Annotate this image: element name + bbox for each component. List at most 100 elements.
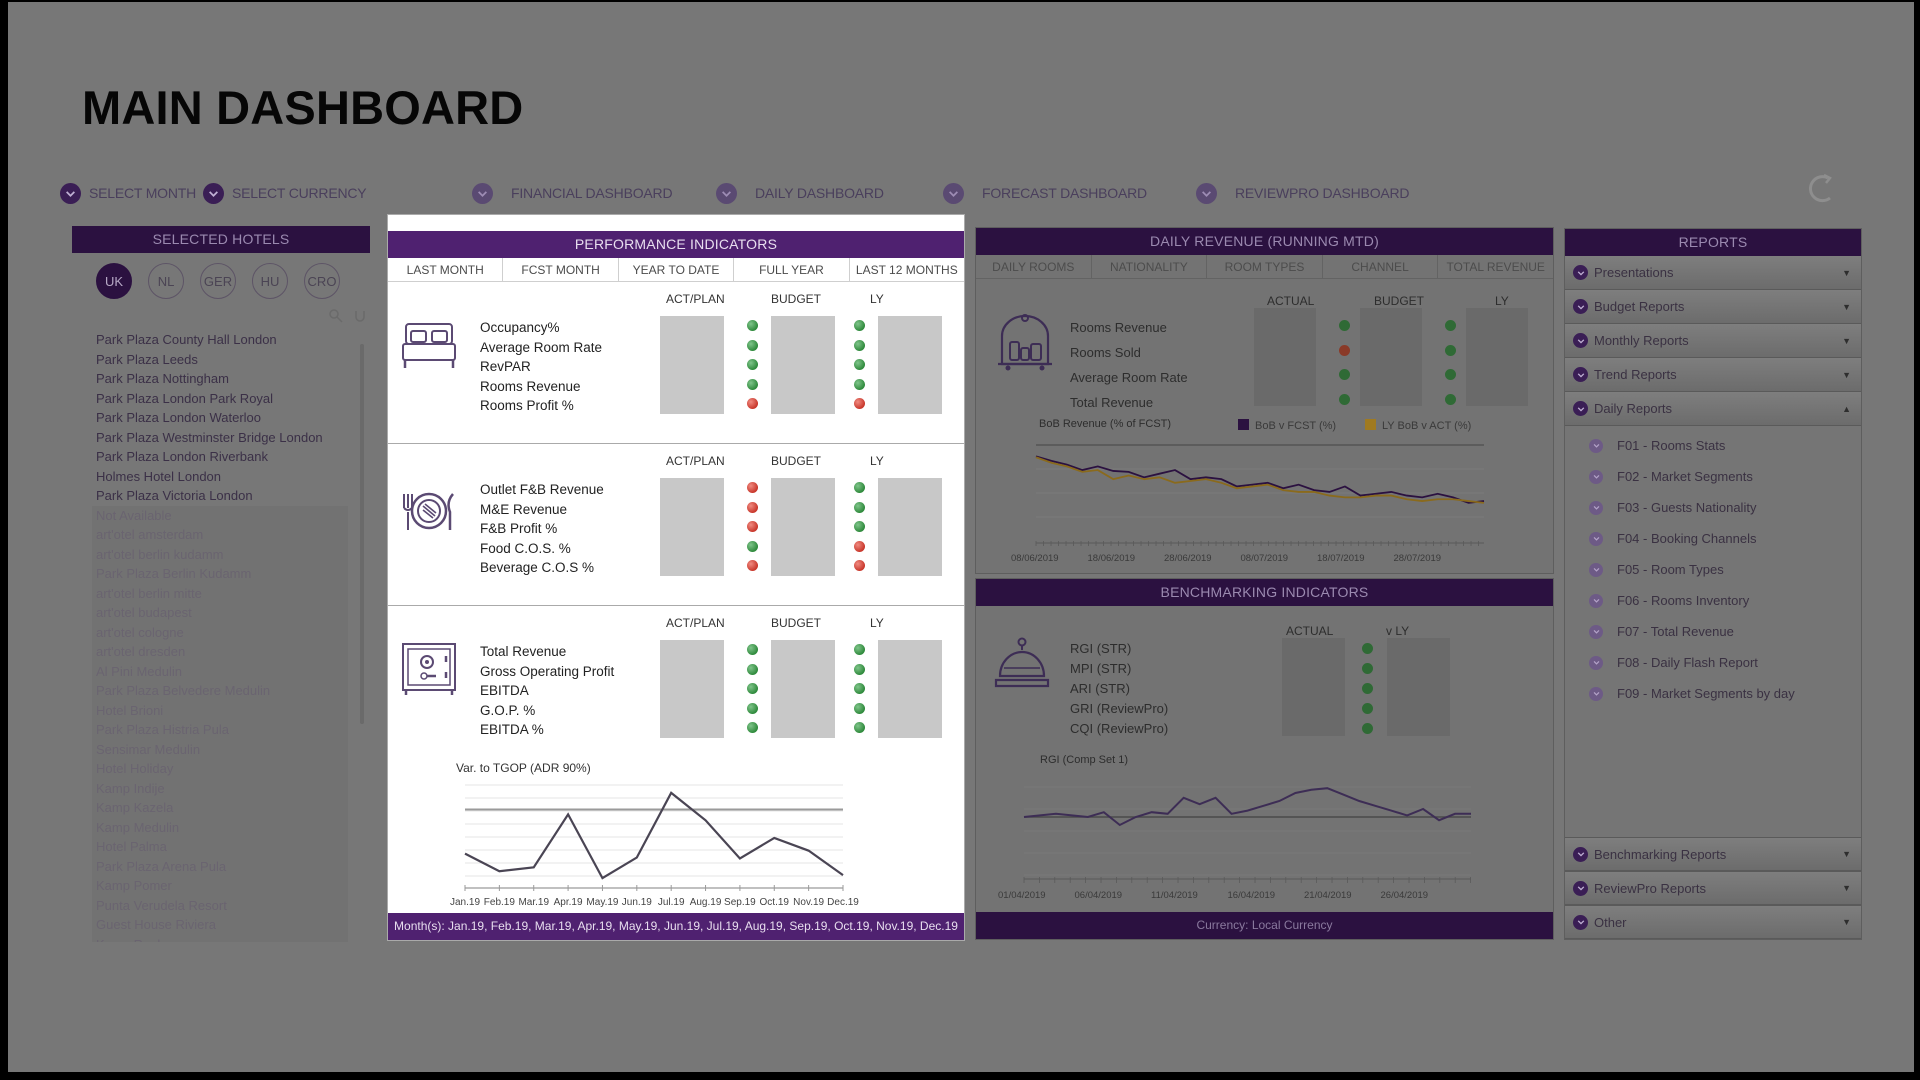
daily-dashboard-link[interactable]: DAILY DASHBOARD [716,182,884,204]
clear-selection-icon[interactable] [352,308,368,324]
caret-down-icon: ▼ [1842,849,1851,859]
hotel-list-item-unavailable[interactable]: Sensimar Medulin [92,739,348,759]
report-group-benchmarking-reports[interactable]: Benchmarking Reports ▼ [1565,837,1861,871]
status-green-icon [747,540,758,552]
daily-report-item[interactable]: F07 - Total Revenue [1565,616,1861,647]
ly-status-dots [854,320,866,418]
tab-channel[interactable]: CHANNEL [1323,255,1439,278]
kpi-label: EBITDA % [480,722,544,737]
hotel-list-item-unavailable[interactable]: Kamp Medulin [92,817,348,837]
select-month-label: SELECT MONTH [89,185,197,201]
tab-nationality[interactable]: NATIONALITY [1092,255,1208,278]
hotel-list-item-unavailable[interactable]: Al Pini Medulin [92,661,348,681]
hotel-list-item-unavailable[interactable]: Hotel Palma [92,837,348,857]
hotel-list-item-unavailable[interactable]: Kamp Runke [92,934,348,942]
daily-report-item[interactable]: F09 - Market Segments by day [1565,678,1861,709]
report-group-other[interactable]: Other ▼ [1565,905,1861,939]
status-green-icon [747,663,758,675]
select-month-button[interactable]: SELECT MONTH [60,182,196,204]
country-nl-button[interactable]: NL [148,263,184,299]
report-group-monthly-reports[interactable]: Monthly Reports ▼ [1565,324,1861,358]
chevron-down-icon [943,182,964,204]
status-green-icon [854,482,865,493]
search-icon[interactable] [328,308,344,324]
forecast-dashboard-link[interactable]: FORECAST DASHBOARD [943,182,1147,204]
tab-total-revenue[interactable]: TOTAL REVENUE [1446,260,1545,274]
hotel-list-item-unavailable[interactable]: Kamp Pomer [92,876,348,896]
svg-text:Mar.19: Mar.19 [518,897,549,908]
kpi-label: G.O.P. % [480,702,536,718]
kpi-label: Rooms Revenue [480,378,581,394]
report-group-trend-reports[interactable]: Trend Reports ▼ [1565,358,1861,392]
kpi-label: GRI (ReviewPro) [1070,701,1169,716]
caret-up-icon: ▲ [1842,403,1851,414]
hotel-list-item-unavailable[interactable]: Park Plaza Arena Pula [92,856,348,876]
svg-text:18/07/2019: 18/07/2019 [1317,553,1365,564]
column-header-v-ly: v LY [1386,624,1410,638]
tab-last-12-months[interactable]: LAST 12 MONTHS [855,263,958,277]
kpi-label: Gross Operating Profit [480,663,615,679]
hotel-list-item-unavailable[interactable]: art'otel dresden [92,642,348,662]
tab-year-to-date[interactable]: YEAR TO DATE [619,258,735,281]
tab-fcst-month[interactable]: FCST MONTH [503,258,619,281]
hotel-list-item-unavailable[interactable]: Park Plaza Histria Pula [92,720,348,740]
daily-report-item[interactable]: F08 - Daily Flash Report [1565,647,1861,678]
hotel-list-item-unavailable[interactable]: Kamp Indije [92,778,348,798]
country-cro-button[interactable]: CRO [304,263,340,299]
tab-daily-rooms[interactable]: DAILY ROOMS [976,255,1092,278]
financial-dashboard-link[interactable]: FINANCIAL DASHBOARD [472,182,673,204]
hotel-list-item-unavailable[interactable]: Kamp Kazela [92,798,348,818]
report-group-presentations[interactable]: Presentations ▼ [1565,256,1861,290]
hotel-list-item[interactable]: Park Plaza Nottingham [96,371,229,386]
report-group-reviewpro-reports[interactable]: ReviewPro Reports ▼ [1565,871,1861,905]
report-group-budget-reports[interactable]: Budget Reports ▼ [1565,290,1861,324]
hotel-list-item[interactable]: Park Plaza Victoria London [96,488,253,503]
dining-plate-icon [400,482,458,540]
daily-report-item[interactable]: F02 - Market Segments [1565,461,1861,492]
hotel-list-item[interactable]: Park Plaza Westminster Bridge London [96,429,323,445]
report-group-daily-reports[interactable]: Daily Reports ▲ [1565,392,1861,426]
hotel-list-item-unavailable[interactable]: art'otel berlin kudamm [92,544,348,564]
select-currency-button[interactable]: SELECT CURRENCY [203,182,367,204]
svg-text:Apr.19: Apr.19 [554,897,583,908]
hotel-list-item-unavailable[interactable]: art'otel amsterdam [92,525,348,545]
tab-last-month[interactable]: LAST MONTH [388,258,504,281]
hotel-list-item[interactable]: Park Plaza London Park Royal [96,390,274,406]
refresh-icon[interactable] [1806,172,1836,206]
hotel-list-item-unavailable[interactable]: art'otel budapest [92,603,348,623]
hotel-list-item[interactable]: Park Plaza London Riverbank [96,449,268,464]
chevron-down-icon [472,182,493,204]
hotel-list-item-unavailable[interactable]: Hotel Holiday [92,759,348,779]
daily-report-item[interactable]: F05 - Room Types [1565,554,1861,585]
daily-report-item[interactable]: F06 - Rooms Inventory [1565,585,1861,616]
caret-down-icon: ▼ [1842,335,1851,346]
hotel-list-item-unavailable[interactable]: Punta Verudela Resort [92,895,348,915]
hotel-list-item-unavailable[interactable]: Park Plaza Belvedere Medulin [92,681,348,701]
hotel-list-item[interactable]: Park Plaza London Waterloo [96,410,262,425]
hotel-list-item[interactable]: Park Plaza County Hall London [96,332,277,347]
chevron-down-icon [1573,265,1588,280]
status-green-icon [1362,643,1373,654]
currency-footer: Currency: Local Currency [976,912,1553,939]
hotel-list-item-unavailable[interactable]: Guest House Riviera [92,915,348,935]
country-hu-button[interactable]: HU [252,263,288,299]
hotel-list-item[interactable]: Park Plaza Leeds [96,351,198,367]
hotel-list-item-unavailable[interactable]: Hotel Brioni [92,700,348,720]
hotel-list-item-unavailable[interactable]: art'otel berlin mitte [92,583,348,603]
hotel-list[interactable]: Park Plaza County Hall London Park Plaza … [92,330,348,942]
hotel-list-item-unavailable[interactable]: Not Available [92,505,348,525]
country-uk-button[interactable]: UK [96,263,132,299]
reviewpro-dashboard-link[interactable]: REVIEWPRO DASHBOARD [1196,182,1410,204]
hotel-list-item-unavailable[interactable]: art'otel cologne [92,622,348,642]
svg-text:Sep.19: Sep.19 [724,897,756,908]
hotel-list-item-unavailable[interactable]: Park Plaza Berlin Kudamm [92,564,348,584]
country-ger-button[interactable]: GER [200,263,236,299]
daily-report-item[interactable]: F01 - Rooms Stats [1565,430,1861,461]
daily-report-item[interactable]: F04 - Booking Channels [1565,523,1861,554]
tab-full-year[interactable]: FULL YEAR [734,258,850,281]
hotel-list-scrollbar[interactable] [360,344,364,724]
tab-room-types[interactable]: ROOM TYPES [1207,255,1323,278]
hotel-list-item[interactable]: Holmes Hotel London [96,468,222,484]
daily-report-item[interactable]: F03 - Guests Nationality [1565,492,1861,523]
status-green-icon [1445,393,1456,405]
